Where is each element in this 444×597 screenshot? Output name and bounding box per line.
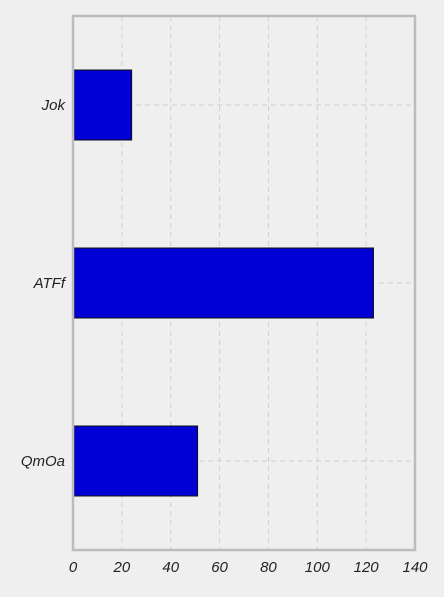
- label-layer: Jok ATFf QmOa: [21, 97, 67, 470]
- category-label: QmOa: [21, 453, 65, 470]
- bar-atff: [73, 247, 374, 319]
- x-tick-label: 100: [305, 559, 331, 576]
- bar-jok: [73, 69, 133, 141]
- x-tick-label: 40: [162, 559, 179, 576]
- plot-frame: [71, 14, 417, 552]
- category-label: ATFf: [33, 275, 67, 292]
- category-label: Jok: [41, 97, 67, 114]
- tick-layer: 0 20 40 60 80 100 120 140: [69, 559, 428, 576]
- x-tick-label: 60: [211, 559, 228, 576]
- x-tick-label: 80: [260, 559, 277, 576]
- x-tick-label: 20: [113, 559, 131, 576]
- x-tick-label: 120: [354, 559, 380, 576]
- x-tick-label: 0: [69, 559, 78, 576]
- bar-layer: [73, 69, 374, 497]
- x-tick-label: 140: [402, 559, 428, 576]
- bar-qmoa: [73, 425, 199, 497]
